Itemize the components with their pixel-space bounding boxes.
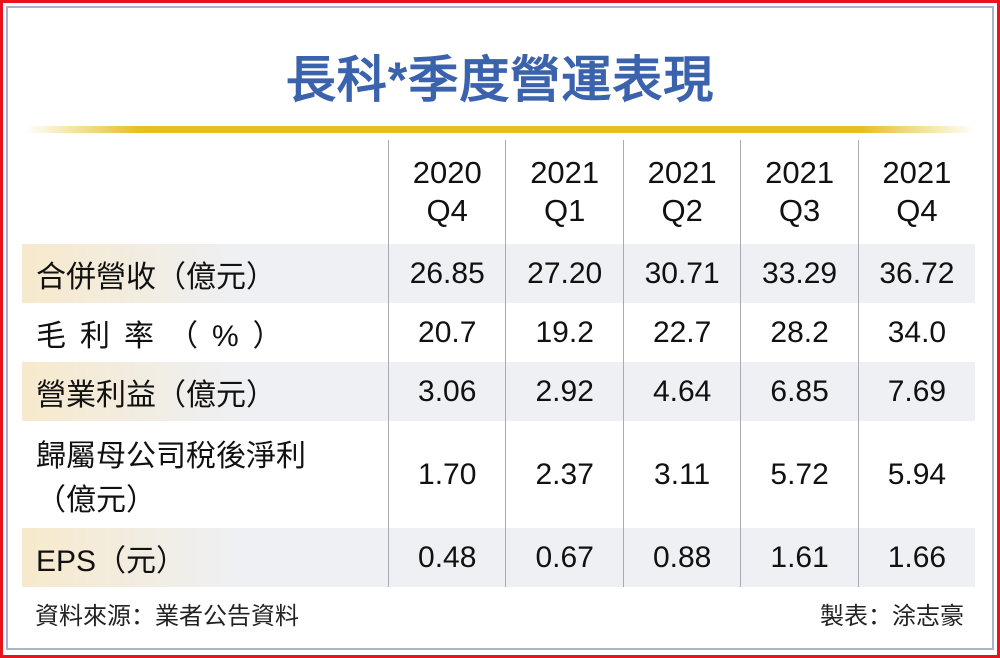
column-quarter: Q3 [778,193,821,228]
column-header: 2021 Q4 [857,140,975,244]
row-label: 營業利益（億元） [22,362,389,421]
table-cell: 6.85 [740,362,859,421]
row-label-unit: （億元） [36,483,156,517]
column-year: 2020 [412,155,482,190]
header-corner [22,140,389,244]
column-quarter: Q1 [544,193,586,228]
column-header: 2021 Q3 [740,140,859,244]
table-cell: 22.7 [622,303,741,362]
table-cell: 3.11 [622,421,741,528]
column-quarter: Q4 [896,193,938,228]
row-label-text: EPS（元） [36,544,187,578]
column-year: 2021 [882,155,952,190]
table-cell: 0.67 [505,528,624,587]
column-quarter: Q4 [426,193,468,228]
author-note: 製表：涂志豪 [820,603,964,630]
column-year: 2021 [765,155,835,190]
table-cell: 1.70 [387,421,506,528]
table-cell: 27.20 [505,244,624,303]
table-row: 營業利益（億元） 3.06 2.92 4.64 6.85 7.69 [22,362,975,421]
title-divider [25,126,975,133]
row-label-text: 毛利率（%） [36,319,297,353]
table-cell: 19.2 [505,303,624,362]
table-cell: 26.85 [387,244,506,303]
table-cell: 2.92 [505,362,624,421]
row-label: EPS（元） [22,528,389,587]
row-label-text: 營業利益（億元） [36,378,276,412]
table-cell: 1.66 [857,528,975,587]
header-row: 2020 Q4 2021 Q1 2021 Q2 2021 Q3 2021 Q4 [22,140,975,244]
row-label-text: 歸屬母公司稅後淨利 [36,439,306,473]
table-cell: 3.06 [387,362,506,421]
table-cell: 5.72 [740,421,859,528]
table-row: 毛利率（%） 20.7 19.2 22.7 28.2 34.0 [22,303,975,362]
table-cell: 4.64 [622,362,741,421]
row-label: 合併營收（億元） [22,244,389,303]
column-header: 2021 Q1 [505,140,624,244]
table-cell: 5.94 [857,421,975,528]
table-cell: 34.0 [857,303,975,362]
row-label: 毛利率（%） [22,303,389,362]
inner-border [6,6,994,650]
column-year: 2021 [530,155,600,190]
column-year: 2021 [647,155,717,190]
table-cell: 7.69 [857,362,975,421]
table-cell: 2.37 [505,421,624,528]
table-row: 合併營收（億元） 26.85 27.20 30.71 33.29 36.72 [22,244,975,303]
table-cell: 36.72 [857,244,975,303]
chart-title: 長科*季度營運表現 [285,52,715,108]
source-note: 資料來源：業者公告資料 [35,603,299,630]
table-cell: 0.48 [387,528,506,587]
table-cell: 1.61 [740,528,859,587]
column-header: 2020 Q4 [387,140,506,244]
table-cell: 33.29 [740,244,859,303]
row-label-text: 合併營收（億元） [36,260,276,294]
table-cell: 0.88 [622,528,741,587]
row-label: 歸屬母公司稅後淨利 （億元） [22,421,389,528]
column-header: 2021 Q2 [622,140,741,244]
table-cell: 20.7 [387,303,506,362]
column-quarter: Q2 [661,193,703,228]
table-row: 歸屬母公司稅後淨利 （億元） 1.70 2.37 3.11 5.72 5.94 [22,421,975,528]
data-table: 2020 Q4 2021 Q1 2021 Q2 2021 Q3 2021 Q4 合併營收（億元） 26… [22,140,975,587]
table-cell: 28.2 [740,303,859,362]
table-row: EPS（元） 0.48 0.67 0.88 1.61 1.66 [22,528,975,587]
table-cell: 30.71 [622,244,741,303]
